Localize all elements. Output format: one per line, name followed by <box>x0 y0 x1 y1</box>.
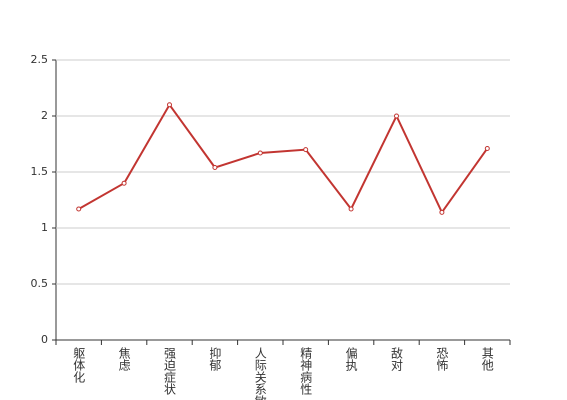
x-tick-label: 人际关系敏感 <box>253 347 267 400</box>
point <box>348 206 354 212</box>
point <box>257 150 263 156</box>
x-tick-label: 敌对 <box>390 346 404 371</box>
point <box>484 145 490 151</box>
line <box>78 102 489 215</box>
y-tick-label: 1 <box>41 221 48 234</box>
point <box>121 180 127 186</box>
x-tick-label: 躯体化 <box>72 346 86 384</box>
y-tick-label: 1.5 <box>31 165 49 178</box>
point <box>212 165 218 171</box>
x-tick-label: 偏执 <box>344 346 358 372</box>
x-tick-label: 强迫症状 <box>163 347 177 395</box>
y-tick-label: 0.5 <box>31 277 49 290</box>
x-tick-label: 其他 <box>480 347 494 371</box>
y-tick-label: 2 <box>41 109 48 122</box>
x-tick-label: 精神病性 <box>299 347 313 396</box>
point <box>394 113 399 119</box>
point <box>439 209 445 215</box>
x-tick-label: 焦虑 <box>117 347 131 371</box>
x-tick-label: 抑郁 <box>208 346 222 372</box>
point <box>76 206 82 212</box>
x-tick-label: 恐怖 <box>435 347 449 371</box>
y-tick-label: 2.5 <box>31 53 49 66</box>
point <box>303 147 309 153</box>
y-tick-label: 0 <box>41 333 48 346</box>
point <box>167 102 172 108</box>
